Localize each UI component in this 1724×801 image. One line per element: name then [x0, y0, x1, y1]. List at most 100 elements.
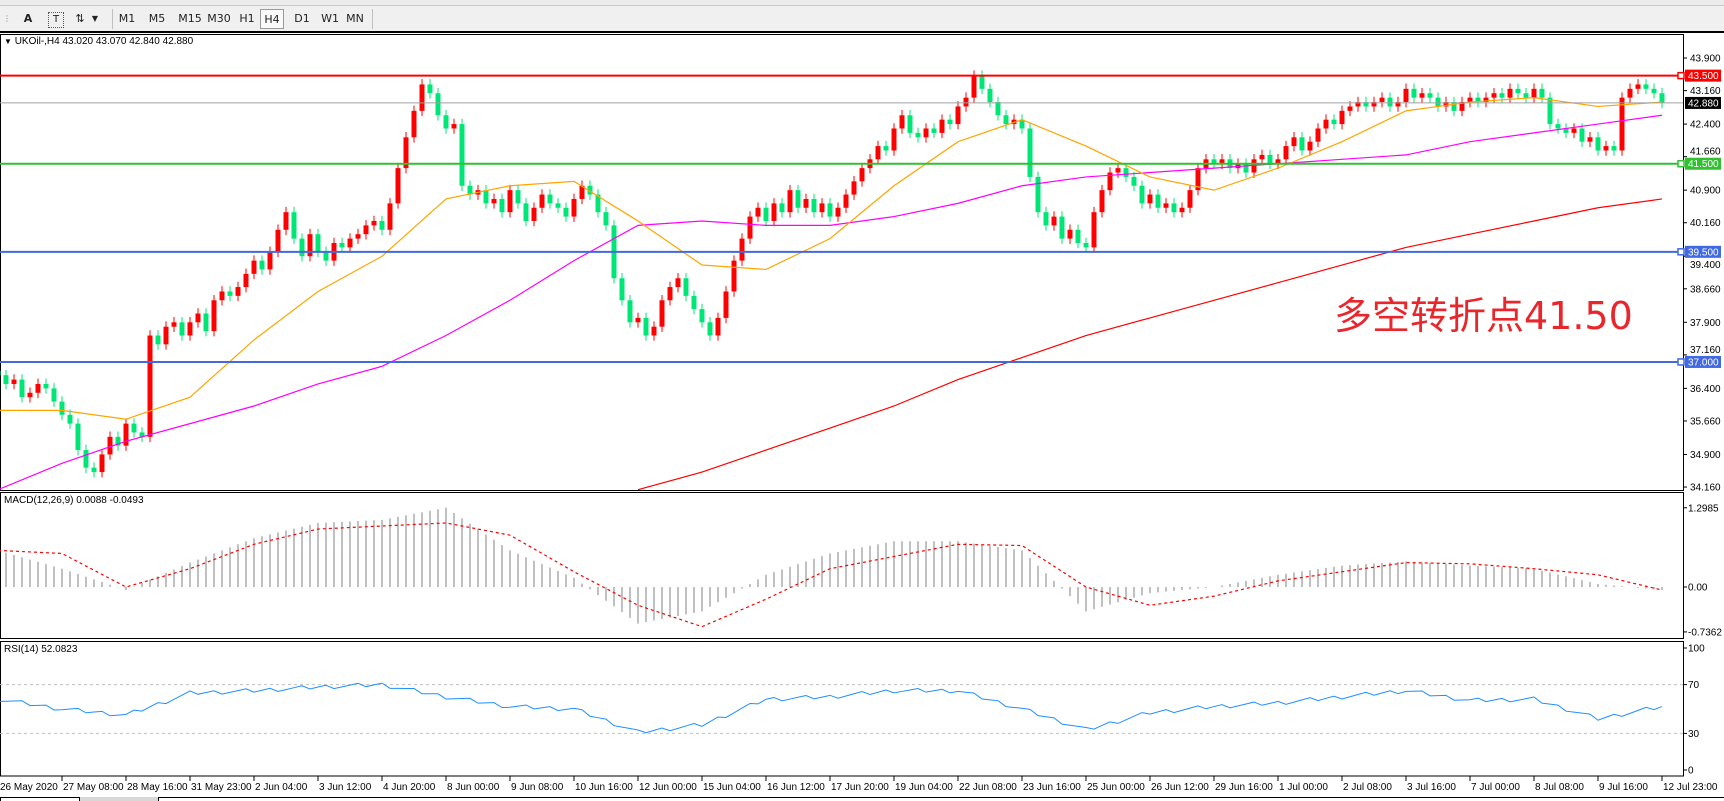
candle-body [307, 234, 313, 257]
candle-body [1107, 172, 1113, 191]
period-button-m15[interactable]: M15 [178, 12, 202, 25]
candle-body [947, 119, 953, 125]
price-tick-label: 34.900 [1690, 450, 1721, 461]
candle-body [619, 278, 625, 301]
candle-body [19, 379, 25, 398]
time-tick-label: 12 Jul 23:00 [1663, 782, 1718, 793]
candle-body [355, 234, 361, 239]
macd-signal-line [0, 522, 1663, 628]
period-button-w1[interactable]: W1 [321, 12, 339, 25]
arrows-icon[interactable]: ⇅ [75, 12, 85, 25]
text-icon[interactable]: A [23, 12, 33, 25]
time-tick-label: 2 Jul 08:00 [1343, 782, 1392, 793]
level-badge-42.880 [1685, 96, 1721, 109]
candle-body [1091, 212, 1097, 248]
candle-body [91, 467, 97, 473]
candle-body [499, 198, 505, 213]
period-button-d1[interactable]: D1 [294, 12, 310, 25]
price-tick-label: 40.900 [1690, 186, 1721, 197]
level-badge-41.500 [1685, 157, 1721, 170]
dropdown-icon[interactable]: ▼ [91, 14, 99, 23]
candle-body [1603, 146, 1609, 151]
candle-body [1491, 93, 1497, 98]
candle-body [1219, 159, 1225, 164]
candle-body [75, 423, 81, 451]
candle-body [1163, 203, 1169, 208]
time-tick-label: 4 Jun 20:00 [383, 782, 436, 793]
chart-tab[interactable] [0, 797, 80, 801]
candle-body [211, 300, 217, 332]
candle-body [283, 212, 289, 230]
candle-body [1003, 115, 1009, 125]
period-button-m1[interactable]: M1 [118, 12, 136, 25]
candle-body [603, 212, 609, 226]
candle-body [1275, 159, 1281, 164]
ma-mid-line [0, 114, 1663, 490]
price-tick-label: 35.660 [1690, 416, 1721, 427]
candle-body [667, 287, 673, 301]
macd-label: MACD(12,26,9) 0.0088 -0.0493 [4, 495, 144, 506]
level-handle [1677, 358, 1685, 366]
candle-body [1243, 163, 1249, 173]
candle-body [1467, 97, 1473, 103]
candle-body [507, 190, 513, 213]
candle-body [1627, 88, 1633, 98]
chart-tabs-strip [0, 797, 1724, 801]
candle-body [1067, 229, 1073, 239]
candle-body [1643, 84, 1649, 89]
time-tick-label: 25 Jun 00:00 [1087, 782, 1145, 793]
time-tick-label: 26 May 2020 [0, 782, 58, 793]
price-series [0, 70, 1665, 490]
candle-body [787, 190, 793, 213]
main-panel-frame [0, 34, 1684, 491]
candle-body [1339, 110, 1345, 125]
candle-body [539, 194, 545, 208]
candle-body [723, 291, 729, 318]
level-badge-text: 42.880 [1688, 98, 1719, 109]
collapse-triangle-icon[interactable]: ▼ [4, 37, 12, 46]
candle-body [1435, 97, 1441, 107]
level-badge-text: 41.500 [1688, 159, 1719, 170]
candle-body [1051, 216, 1057, 226]
candle-body [515, 190, 521, 204]
candle-body [27, 392, 33, 398]
time-tick-label: 9 Jul 16:00 [1599, 782, 1648, 793]
time-tick-label: 23 Jun 16:00 [1023, 782, 1081, 793]
candle-body [267, 251, 273, 270]
macd-tick-label: 0.00 [1688, 583, 1708, 594]
candle-body [827, 203, 833, 217]
candle-body [1579, 128, 1585, 142]
candle-body [83, 450, 89, 468]
candle-body [387, 203, 393, 230]
level-handle [1677, 159, 1685, 168]
candle-body [1635, 84, 1641, 89]
time-tick-label: 8 Jul 08:00 [1535, 782, 1584, 793]
candle-body [859, 168, 865, 182]
candle-body [259, 260, 265, 270]
period-button-m30[interactable]: M30 [207, 12, 231, 25]
period-button-h4[interactable]: H4 [260, 9, 284, 29]
candle-body [483, 190, 489, 204]
candle-body [1371, 102, 1377, 107]
candle-body [563, 207, 569, 217]
candle-body [275, 229, 281, 252]
candle-body [1099, 190, 1105, 213]
time-tick-label: 12 Jun 00:00 [639, 782, 697, 793]
price-tick-label: 43.160 [1690, 86, 1721, 97]
candle-body [1035, 176, 1041, 213]
time-tick-label: 26 Jun 12:00 [1151, 782, 1209, 793]
candle-body [579, 185, 585, 199]
candle-body [339, 243, 345, 248]
candle-body [1595, 137, 1601, 151]
price-tick-label: 42.400 [1690, 120, 1721, 131]
level-badge-39.500 [1685, 245, 1721, 258]
text-label-icon[interactable]: T [48, 12, 64, 28]
candle-body [1123, 168, 1129, 177]
candle-body [659, 300, 665, 327]
period-button-m5[interactable]: M5 [148, 12, 166, 25]
period-button-mn[interactable]: MN [346, 12, 364, 25]
period-button-h1[interactable]: H1 [239, 12, 255, 25]
annotation-text[interactable]: 多空转折点41.50 [1334, 294, 1633, 338]
candle-body [379, 220, 385, 230]
